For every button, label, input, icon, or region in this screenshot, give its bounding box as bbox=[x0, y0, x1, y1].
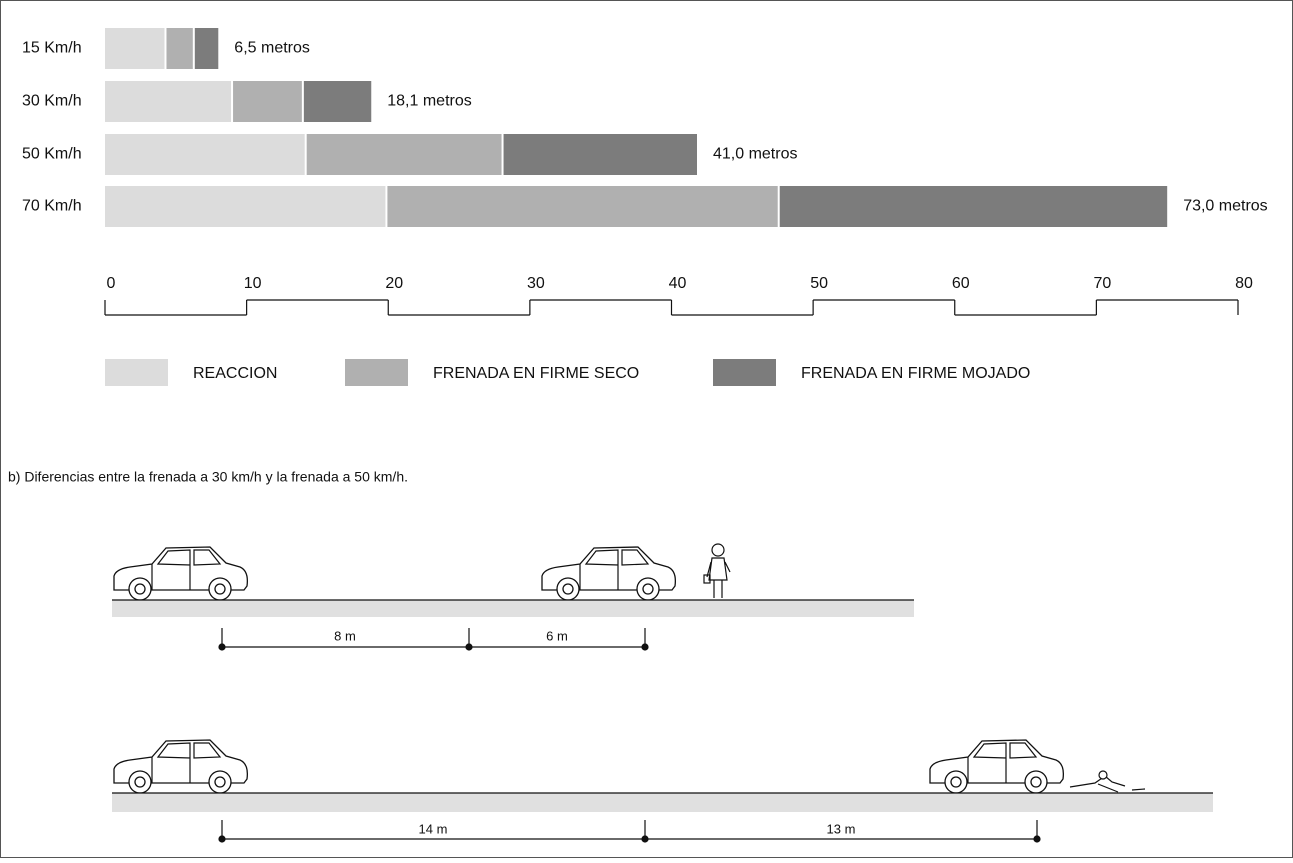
diagram: b) Diferencias entre la frenada a 30 km/… bbox=[8, 469, 1213, 842]
bar-segment bbox=[233, 81, 302, 122]
bar-segment bbox=[166, 28, 192, 69]
total-label: 6,5 metros bbox=[234, 40, 310, 57]
legend-swatch bbox=[345, 359, 408, 386]
caption: b) Diferencias entre la frenada a 30 km/… bbox=[8, 469, 408, 485]
total-label: 73,0 metros bbox=[1183, 198, 1267, 215]
car bbox=[114, 740, 247, 793]
bar-segment bbox=[387, 186, 777, 227]
car bbox=[930, 740, 1063, 793]
category-label: 15 Km/h bbox=[22, 40, 82, 57]
legend-label: REACCION bbox=[193, 365, 277, 382]
bar-segment bbox=[105, 81, 231, 122]
frame bbox=[1, 1, 1293, 858]
road bbox=[112, 600, 914, 617]
legend-swatch bbox=[105, 359, 168, 386]
dimension-line bbox=[219, 820, 1040, 842]
bar-segment bbox=[780, 186, 1167, 227]
dimension-line bbox=[219, 628, 648, 650]
category-label: 30 Km/h bbox=[22, 93, 82, 110]
dimension-label: 6 m bbox=[546, 628, 568, 643]
legend-label: FRENADA EN FIRME MOJADO bbox=[801, 365, 1030, 382]
x-tick-label: 30 bbox=[527, 275, 545, 292]
dimension-label: 13 m bbox=[827, 821, 856, 836]
x-tick-label: 10 bbox=[244, 275, 262, 292]
bar-segment bbox=[105, 134, 305, 175]
x-tick-label: 70 bbox=[1093, 275, 1111, 292]
chart: 15 Km/h 6,5 metros 30 Km/h 18,1 metros 50 Km… bbox=[22, 28, 1268, 386]
bar-segment bbox=[105, 186, 385, 227]
fallen-pedestrian bbox=[1070, 771, 1145, 792]
bar-segment bbox=[195, 28, 218, 69]
bar-segment bbox=[105, 28, 164, 69]
dimension-label: 14 m bbox=[419, 821, 448, 836]
car bbox=[114, 547, 247, 600]
x-tick-label: 40 bbox=[669, 275, 687, 292]
road bbox=[112, 793, 1213, 812]
total-label: 41,0 metros bbox=[713, 146, 797, 163]
legend-swatch bbox=[713, 359, 776, 386]
dimension-label: 8 m bbox=[334, 628, 356, 643]
category-label: 50 Km/h bbox=[22, 146, 82, 163]
bar-segment bbox=[304, 81, 371, 122]
x-tick-label: 0 bbox=[107, 275, 116, 292]
x-tick-label: 80 bbox=[1235, 275, 1253, 292]
x-tick-label: 60 bbox=[952, 275, 970, 292]
bar-segment bbox=[504, 134, 697, 175]
pedestrian bbox=[704, 544, 730, 598]
legend-label: FRENADA EN FIRME SECO bbox=[433, 365, 639, 382]
total-label: 18,1 metros bbox=[387, 93, 471, 110]
bar-segment bbox=[307, 134, 502, 175]
x-tick-label: 20 bbox=[385, 275, 403, 292]
category-label: 70 Km/h bbox=[22, 198, 82, 215]
x-tick-label: 50 bbox=[810, 275, 828, 292]
page: 15 Km/h 6,5 metros 30 Km/h 18,1 metros 50 Km… bbox=[0, 0, 1293, 858]
car bbox=[542, 547, 675, 600]
